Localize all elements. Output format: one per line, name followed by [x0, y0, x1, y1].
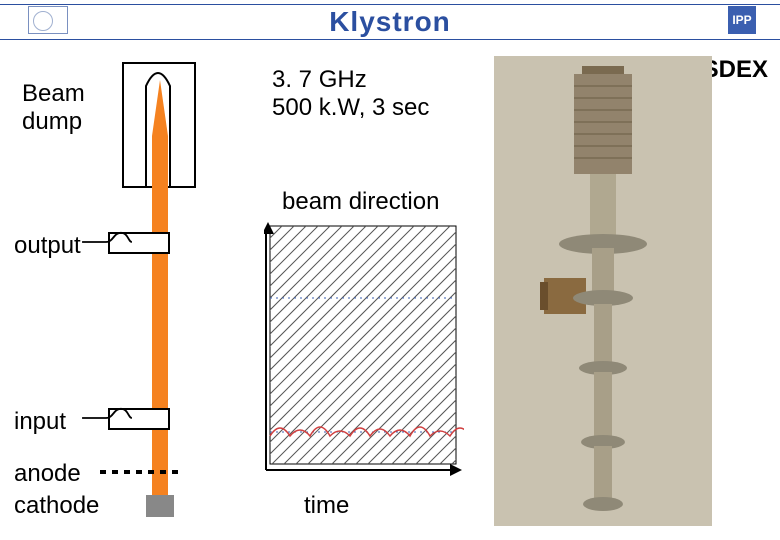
- output-coupler-icon: [80, 230, 134, 254]
- label-input: input: [14, 408, 66, 436]
- label-beam-direction: beam direction: [282, 188, 439, 216]
- anode-line: [100, 470, 180, 474]
- label-cathode: cathode: [14, 492, 99, 520]
- spec-line-2: 500 k.W, 3 sec: [272, 94, 429, 122]
- electron-beam: [152, 136, 168, 508]
- header-bar: Klystron: [0, 4, 780, 40]
- label-anode: anode: [14, 460, 81, 488]
- page-title: Klystron: [329, 6, 451, 38]
- label-time-axis: time: [304, 492, 349, 520]
- slide-root: Klystron IPP Beam dump output input anod…: [0, 0, 780, 540]
- flag-logo: [28, 6, 68, 34]
- flag-logo-circle: [33, 11, 53, 31]
- input-coupler-icon: [80, 406, 134, 430]
- electron-beam-tip: [152, 80, 168, 136]
- klystron-photo: [494, 56, 712, 526]
- ipp-logo: IPP: [728, 6, 756, 34]
- spacetime-plot: [264, 222, 464, 482]
- spec-line-1: 3. 7 GHz: [272, 66, 367, 94]
- klystron-photo-drawing: [494, 56, 712, 526]
- spacetime-svg: [264, 222, 464, 482]
- label-beam-dump: Beam dump: [22, 80, 85, 136]
- label-output: output: [14, 232, 81, 260]
- cathode-block: [146, 495, 174, 517]
